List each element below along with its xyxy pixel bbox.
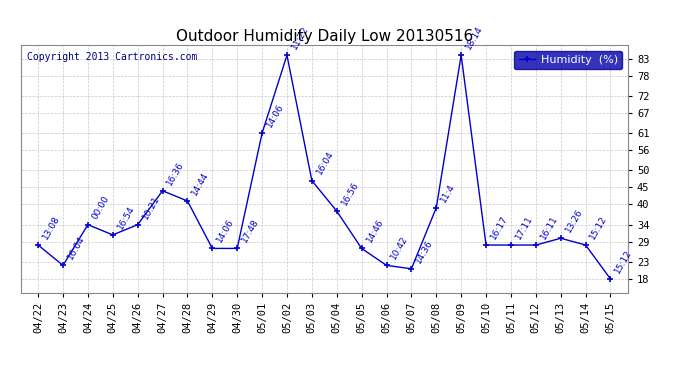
Text: 00:00: 00:00	[90, 194, 111, 220]
Text: 16:56: 16:56	[339, 180, 360, 207]
Text: 10:42: 10:42	[389, 234, 410, 261]
Text: 16:11: 16:11	[539, 214, 560, 241]
Text: 16:04: 16:04	[315, 150, 335, 177]
Text: 16:54: 16:54	[115, 204, 136, 231]
Text: 14:44: 14:44	[190, 170, 210, 197]
Text: 14:06: 14:06	[265, 102, 286, 129]
Text: 16:36: 16:36	[166, 160, 186, 187]
Text: 15:12: 15:12	[613, 248, 634, 275]
Text: 16:17: 16:17	[489, 214, 509, 241]
Text: 17:11: 17:11	[514, 214, 535, 241]
Title: Outdoor Humidity Daily Low 20130516: Outdoor Humidity Daily Low 20130516	[176, 29, 473, 44]
Text: 11:4: 11:4	[439, 182, 457, 204]
Text: 13:08: 13:08	[41, 214, 61, 241]
Text: 10:21: 10:21	[141, 194, 161, 220]
Text: 16:04: 16:04	[66, 234, 86, 261]
Text: 11:22: 11:22	[290, 24, 310, 51]
Text: 14:06: 14:06	[215, 217, 236, 244]
Text: Copyright 2013 Cartronics.com: Copyright 2013 Cartronics.com	[27, 53, 197, 62]
Legend: Humidity  (%): Humidity (%)	[514, 51, 622, 69]
Text: 15:12: 15:12	[589, 214, 609, 241]
Text: 14:46: 14:46	[364, 217, 385, 244]
Text: 14:36: 14:36	[414, 238, 435, 265]
Text: 13:26: 13:26	[564, 207, 584, 234]
Text: 17:48: 17:48	[240, 217, 261, 244]
Text: 18:14: 18:14	[464, 24, 484, 51]
